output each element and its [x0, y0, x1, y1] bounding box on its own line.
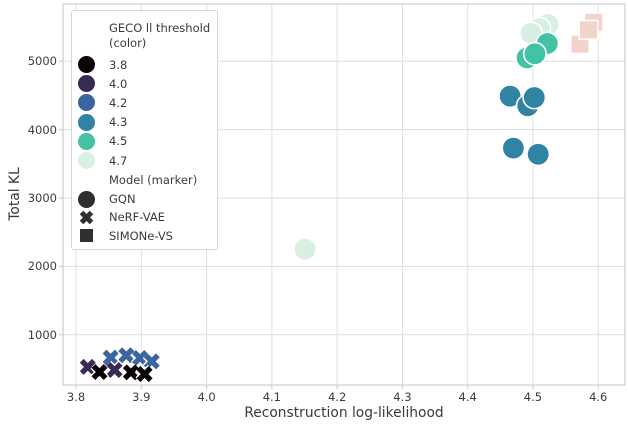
legend-item: 4.5	[78, 132, 213, 151]
legend-subtitle-model: Model (marker)	[109, 173, 198, 188]
legend-item: 4.7	[78, 151, 213, 170]
legend-item: GQN	[78, 190, 213, 208]
data-point-gqn	[526, 142, 551, 167]
legend-item: 4.2	[78, 93, 213, 112]
legend-circle-marker-icon	[78, 152, 95, 170]
legend: GECO ll threshold (color) 3.8 4.0 4.2 4.3 4.…	[71, 10, 218, 250]
y-tick-label: 4000	[27, 122, 57, 137]
legend-item-label: NeRF-VAE	[109, 210, 166, 225]
legend-marker-cell	[78, 229, 95, 243]
y-tick-label: 1000	[27, 327, 57, 342]
legend-item-label: 4.7	[109, 153, 128, 168]
y-tick-label: 2000	[27, 259, 57, 274]
data-point-gqn	[522, 41, 547, 66]
legend-marker-cell	[78, 152, 95, 170]
x-tick-label: 3.9	[132, 390, 151, 404]
legend-circle-marker-icon	[78, 94, 95, 112]
legend-item-label: 3.8	[109, 57, 128, 72]
x-tick-label: 3.8	[66, 390, 86, 404]
legend-item: NeRF-VAE	[78, 208, 213, 226]
legend-item-label: 4.2	[109, 95, 128, 110]
legend-marker-cell	[78, 94, 95, 112]
legend-title-line1: GECO ll threshold	[109, 21, 211, 35]
data-point-nerf-vae	[79, 358, 96, 375]
legend-item: 3.8	[78, 55, 213, 74]
legend-item: 4.0	[78, 74, 213, 93]
x-tick-label: 4.5	[523, 390, 543, 404]
data-point-nerf-vae	[106, 361, 123, 378]
legend-marker-entries: GQN NeRF-VAE SIMONe-VS	[78, 190, 213, 245]
legend-item-label: 4.5	[109, 134, 128, 149]
y-tick-label: 3000	[27, 191, 57, 206]
legend-item: 4.3	[78, 113, 213, 132]
legend-circle-marker-icon	[78, 75, 95, 93]
data-point-nerf-vae	[136, 366, 153, 383]
data-point-nerf-vae	[102, 349, 119, 366]
legend-circle-marker-icon	[78, 113, 95, 131]
legend-square-marker-icon	[80, 229, 93, 243]
x-tick-label: 4.6	[589, 390, 608, 404]
plot-frame	[62, 3, 626, 386]
x-tick-label: 4.4	[458, 390, 477, 404]
x-tick-label: 4.0	[197, 390, 216, 404]
data-point-nerf-vae	[122, 364, 139, 381]
legend-item-label: 4.0	[109, 76, 128, 91]
legend-circle-marker-icon	[78, 190, 95, 208]
data-point-simone-vs	[578, 19, 599, 40]
data-point-gqn	[501, 136, 526, 161]
legend-marker-cell	[78, 132, 95, 150]
legend-circle-marker-icon	[78, 132, 95, 150]
legend-title-line2: (color)	[109, 36, 147, 50]
data-point-nerf-vae	[118, 347, 135, 364]
data-point-gqn	[522, 85, 547, 110]
data-point-nerf-vae	[132, 349, 149, 367]
x-tick-label: 4.3	[393, 390, 412, 404]
legend-marker-cell	[78, 113, 95, 131]
legend-circle-marker-icon	[78, 56, 95, 74]
legend-item-label: GQN	[109, 192, 136, 207]
legend-marker-cell	[78, 75, 95, 93]
y-tick-label: 5000	[27, 54, 57, 69]
data-point-nerf-vae	[91, 364, 108, 381]
legend-item: SIMONe-VS	[78, 227, 213, 245]
legend-x-marker-icon	[79, 210, 94, 225]
legend-color-entries: 3.8 4.0 4.2 4.3 4.5 4.7	[78, 55, 213, 170]
x-tick-label: 4.1	[262, 390, 282, 404]
legend-marker-cell	[78, 190, 95, 208]
x-axis-label: Reconstruction log-likelihood	[244, 405, 444, 421]
legend-marker-cell	[78, 56, 95, 74]
legend-item-label: SIMONe-VS	[109, 228, 173, 243]
legend-item-label: 4.3	[109, 115, 128, 130]
y-axis-label: Total KL	[7, 167, 23, 221]
legend-marker-cell	[78, 209, 95, 226]
data-point-gqn	[293, 237, 318, 262]
x-tick-label: 4.2	[327, 390, 347, 404]
